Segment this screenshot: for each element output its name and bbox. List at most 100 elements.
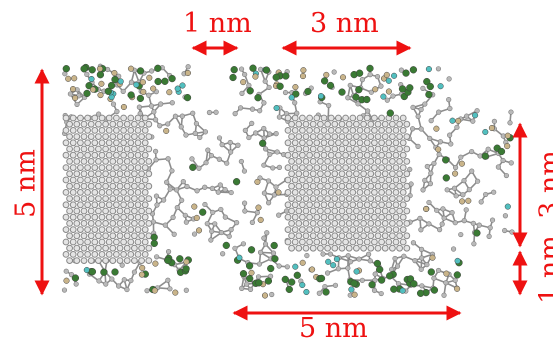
- carbon-atom: [255, 274, 262, 280]
- oxygen-atom: [96, 65, 104, 72]
- nitrogen-atom: [352, 93, 360, 101]
- lattice-ring: [87, 257, 95, 265]
- lattice-ring: [84, 114, 91, 122]
- oxygen-atom: [383, 71, 390, 78]
- lattice-ring: [109, 207, 117, 215]
- lattice-ring: [87, 244, 95, 252]
- fluorine-atom: [273, 104, 280, 112]
- lattice-ring: [378, 151, 386, 159]
- lattice-ring: [131, 257, 138, 265]
- lattice-ring: [320, 126, 328, 134]
- lattice-ring: [105, 251, 113, 258]
- carbon-atom: [274, 149, 280, 155]
- lattice-ring: [141, 176, 149, 184]
- lattice-ring: [353, 207, 360, 215]
- carbon-atom: [257, 175, 263, 181]
- carbon-atom: [331, 69, 337, 75]
- lattice-ring: [371, 238, 378, 246]
- lattice-ring: [367, 244, 375, 252]
- lattice-ring: [389, 133, 396, 141]
- carbon-atom: [371, 287, 378, 294]
- oxygen-atom: [151, 287, 158, 294]
- lattice-ring: [69, 126, 77, 134]
- lattice-ring: [299, 226, 306, 234]
- nitrogen-atom: [270, 241, 278, 250]
- carbon-atom: [502, 227, 508, 234]
- lattice-ring: [291, 139, 299, 147]
- carbon-atom: [151, 109, 157, 115]
- lattice-ring: [342, 201, 350, 209]
- nitrogen-atom: [288, 278, 296, 286]
- oxygen-atom: [252, 73, 259, 80]
- lattice-ring: [396, 170, 404, 178]
- nitrogen-atom: [83, 89, 91, 98]
- carbon-atom: [401, 253, 407, 259]
- lattice-ring: [134, 114, 142, 122]
- lattice-ring: [80, 195, 88, 203]
- lattice-ring: [95, 220, 102, 227]
- carbon-atom: [367, 72, 373, 78]
- carbon-atom: [209, 185, 215, 192]
- nitrogen-atom: [247, 246, 256, 254]
- lattice-ring: [345, 170, 353, 178]
- lattice-ring: [123, 133, 131, 141]
- lattice-ring: [123, 207, 131, 215]
- lattice-ring: [66, 120, 73, 128]
- oxygen-atom: [454, 285, 461, 292]
- carbon-atom: [254, 210, 260, 216]
- lattice-ring: [84, 238, 91, 246]
- lattice-ring: [113, 251, 120, 258]
- lattice-ring: [342, 164, 350, 172]
- carbon-atom: [390, 93, 396, 99]
- oxygen-atom: [372, 86, 379, 93]
- lattice-ring: [95, 182, 102, 190]
- carbon-atom: [218, 229, 225, 236]
- lattice-ring: [371, 151, 378, 159]
- oxygen-atom: [435, 146, 442, 153]
- oxygen-atom: [63, 277, 70, 284]
- nitrogen-atom: [232, 178, 241, 186]
- lattice-ring: [306, 226, 314, 234]
- lattice-ring: [116, 220, 124, 227]
- lattice-ring: [291, 126, 299, 134]
- nitrogen-atom: [254, 94, 262, 102]
- oxygen-atom: [71, 75, 78, 82]
- carbon-atom: [458, 231, 464, 238]
- lattice-ring: [120, 226, 127, 234]
- lattice-ring: [306, 213, 314, 221]
- carbon-atom: [96, 278, 102, 284]
- lattice-ring: [385, 164, 393, 172]
- lattice-ring: [66, 232, 73, 240]
- lattice-ring: [291, 176, 299, 184]
- lattice-ring: [66, 145, 73, 153]
- lattice-ring: [288, 158, 296, 165]
- lattice-ring: [313, 151, 321, 159]
- carbon-atom: [365, 108, 371, 114]
- nitrogen-atom: [473, 229, 481, 237]
- lattice-ring: [80, 158, 88, 165]
- carbon-atom: [345, 95, 351, 101]
- lattice-ring: [302, 195, 310, 203]
- lattice-ring: [306, 201, 314, 209]
- nitrogen-atom: [293, 271, 301, 279]
- carbon-atom: [450, 246, 457, 252]
- lattice-ring: [342, 139, 350, 147]
- lattice-ring: [131, 244, 138, 252]
- dimension-arrows: [34, 40, 528, 321]
- carbon-atom: [84, 71, 90, 77]
- lattice-ring: [131, 232, 138, 240]
- lattice-ring: [317, 182, 324, 190]
- carbon-atom: [212, 221, 218, 227]
- oxygen-atom: [191, 203, 198, 210]
- carbon-atom: [169, 100, 175, 106]
- lattice-ring: [363, 164, 371, 172]
- lattice-ring: [66, 133, 73, 141]
- nitrogen-atom: [154, 64, 162, 72]
- carbon-atom: [452, 277, 458, 283]
- carbon-atom: [178, 124, 184, 130]
- lattice-ring: [396, 244, 404, 252]
- lattice-ring: [80, 182, 88, 190]
- oxygen-atom: [89, 86, 97, 93]
- lattice-ring: [342, 114, 350, 122]
- lattice-ring: [73, 133, 81, 141]
